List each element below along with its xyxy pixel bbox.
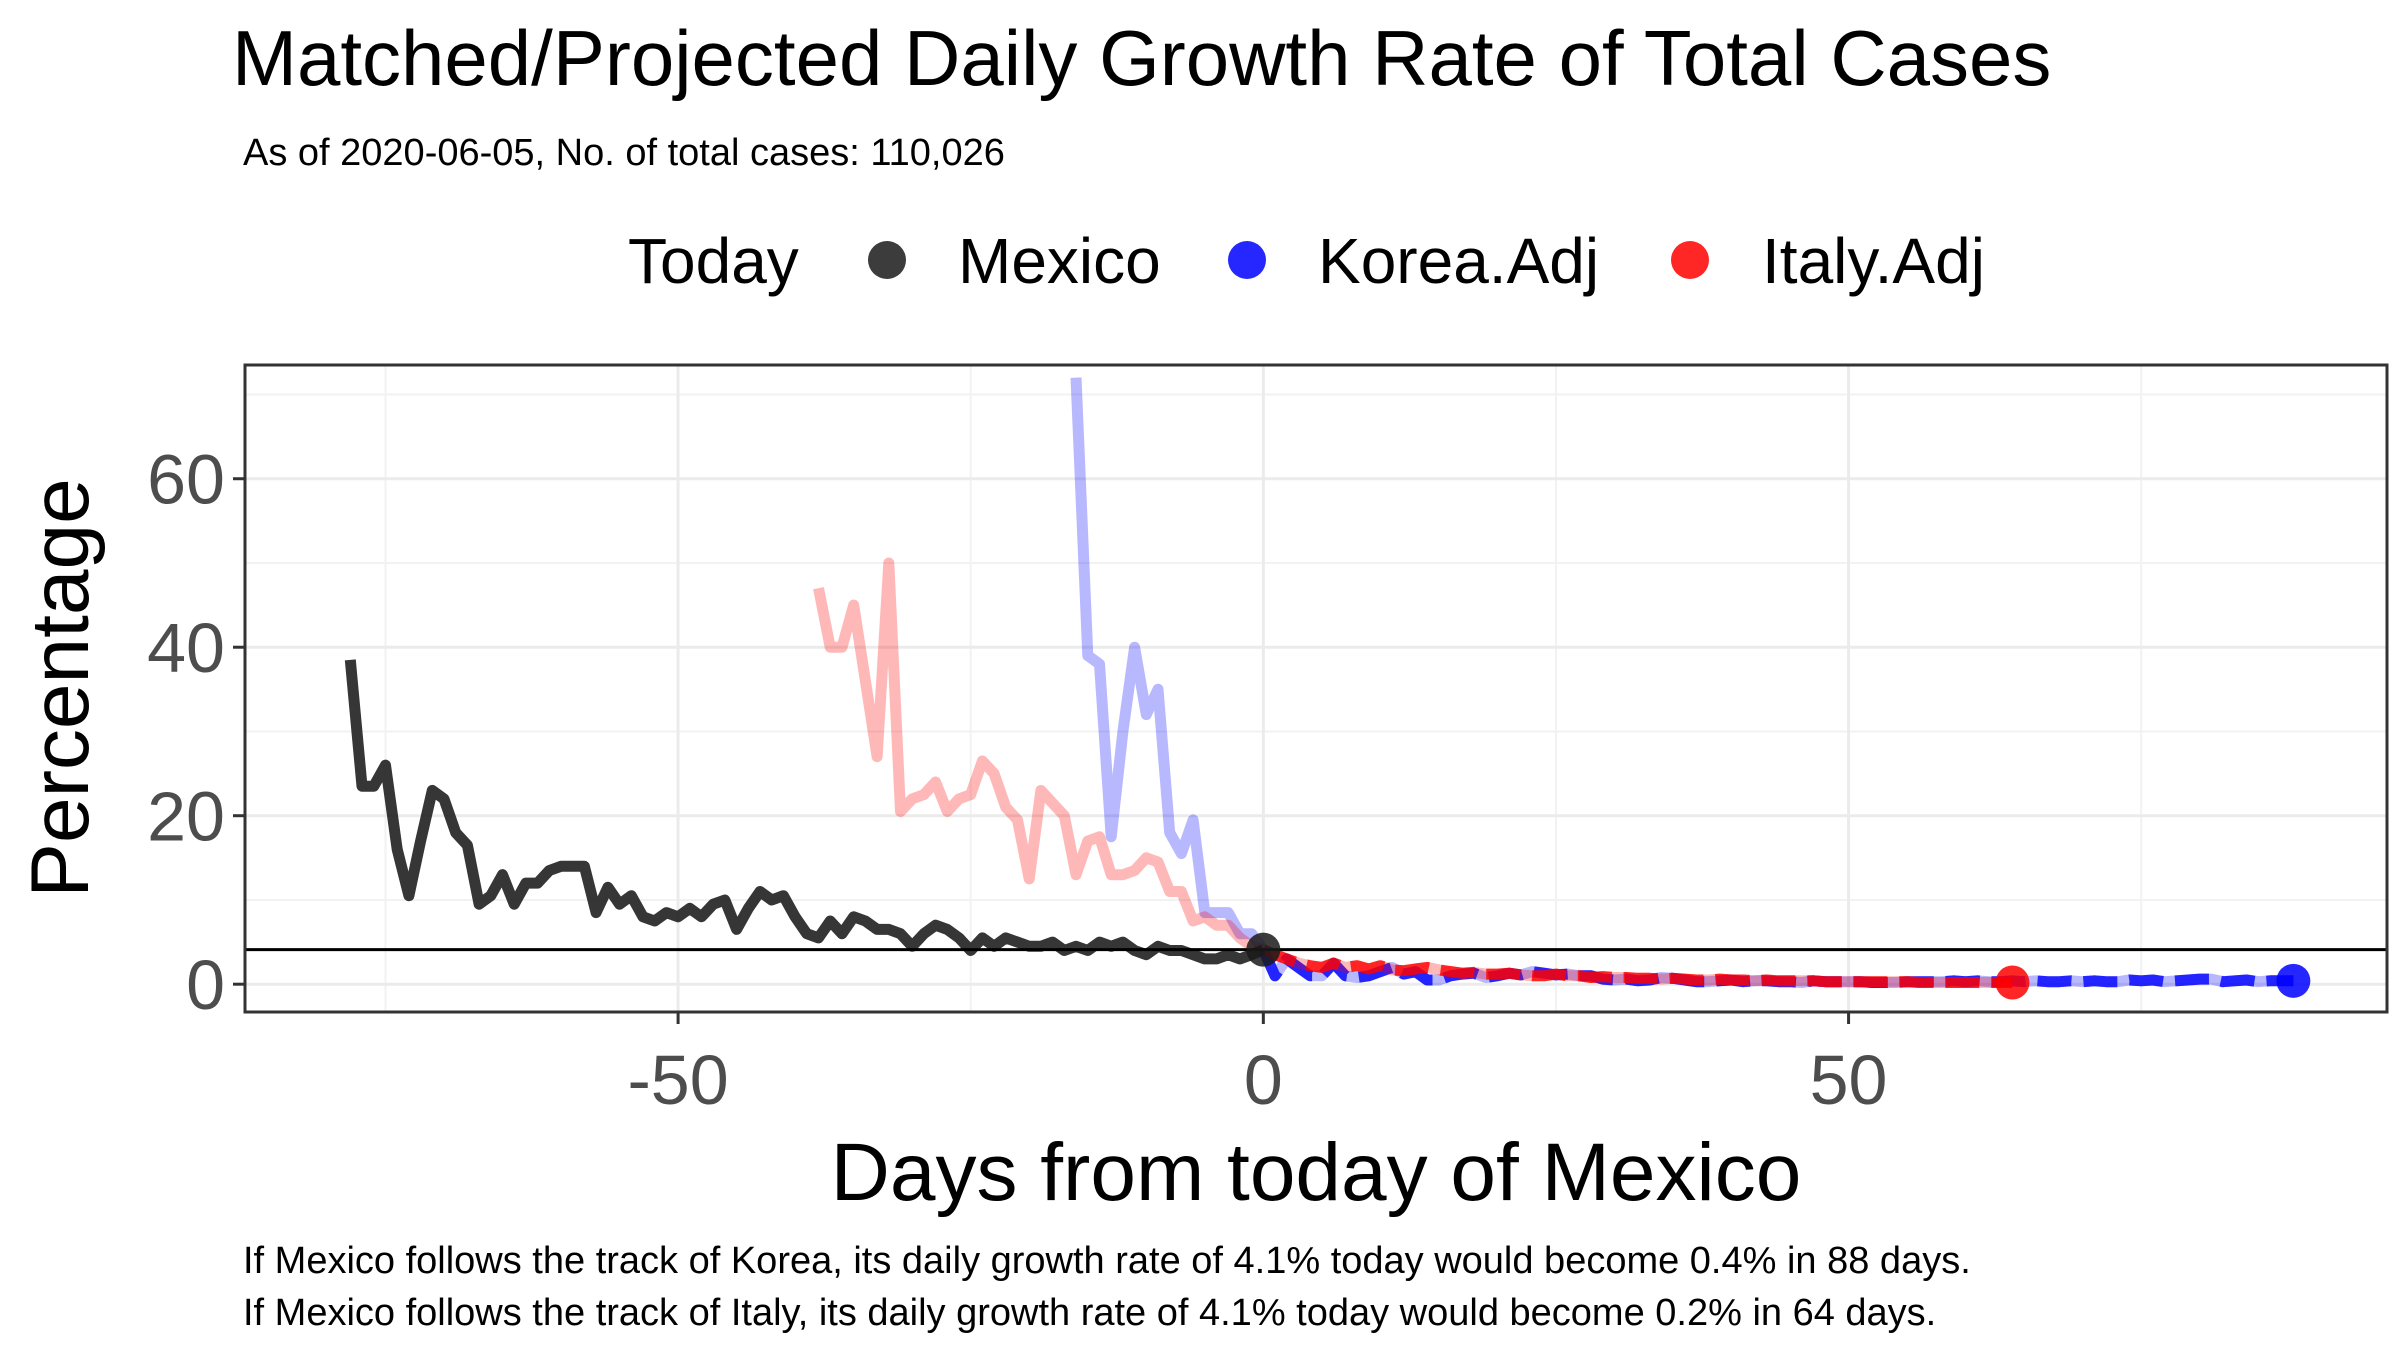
chart-title: Matched/Projected Daily Growth Rate of T… — [232, 14, 2051, 102]
y-tick-label: 40 — [147, 609, 225, 687]
endpoint-mexico — [1246, 932, 1281, 967]
legend-key-mexico — [868, 241, 906, 279]
endpoint-italy-adj — [1995, 965, 2030, 1000]
x-tick-label: 0 — [1244, 1041, 1283, 1119]
chart-subtitle: As of 2020-06-05, No. of total cases: 11… — [243, 132, 1005, 174]
series-line-mexico-solid — [344, 659, 1266, 965]
legend-label-korea: Korea.Adj — [1318, 225, 1599, 297]
y-axis: 0 20 40 60 — [147, 441, 245, 1024]
series-line-italy-adj-solid — [813, 557, 1265, 955]
legend-label-mexico: Mexico — [958, 225, 1161, 297]
series-underlay-italy-adj-dashed — [1261, 944, 2013, 988]
legend-key-korea — [1228, 241, 1266, 279]
panel-border — [243, 363, 2389, 1014]
points-layer — [245, 932, 2387, 1000]
panel-background — [245, 365, 2387, 1012]
series-line-korea-adj-solid — [1070, 377, 1268, 953]
series-layer — [344, 377, 2294, 988]
x-axis-title: Days from today of Mexico — [831, 1127, 1802, 1218]
x-tick-label: 50 — [1810, 1041, 1888, 1119]
x-tick-label: -50 — [627, 1041, 728, 1119]
grid — [245, 365, 2387, 1012]
y-axis-title: Percentage — [15, 478, 106, 897]
plot-area — [245, 377, 2387, 1000]
legend: Today Mexico Korea.Adj Italy.Adj — [628, 225, 1985, 297]
caption-italy: If Mexico follows the track of Italy, it… — [243, 1292, 1936, 1334]
legend-title: Today — [628, 225, 799, 297]
y-tick-label: 0 — [186, 946, 225, 1024]
endpoint-korea-adj — [2276, 963, 2311, 998]
legend-key-italy — [1671, 241, 1709, 279]
legend-label-italy: Italy.Adj — [1762, 225, 1985, 297]
series-line-italy-adj-dashed — [1261, 944, 2013, 988]
y-tick-label: 60 — [147, 441, 225, 519]
caption-korea: If Mexico follows the track of Korea, it… — [243, 1240, 1971, 1282]
x-axis: -50 0 50 — [627, 1012, 1888, 1119]
y-tick-label: 20 — [147, 778, 225, 856]
